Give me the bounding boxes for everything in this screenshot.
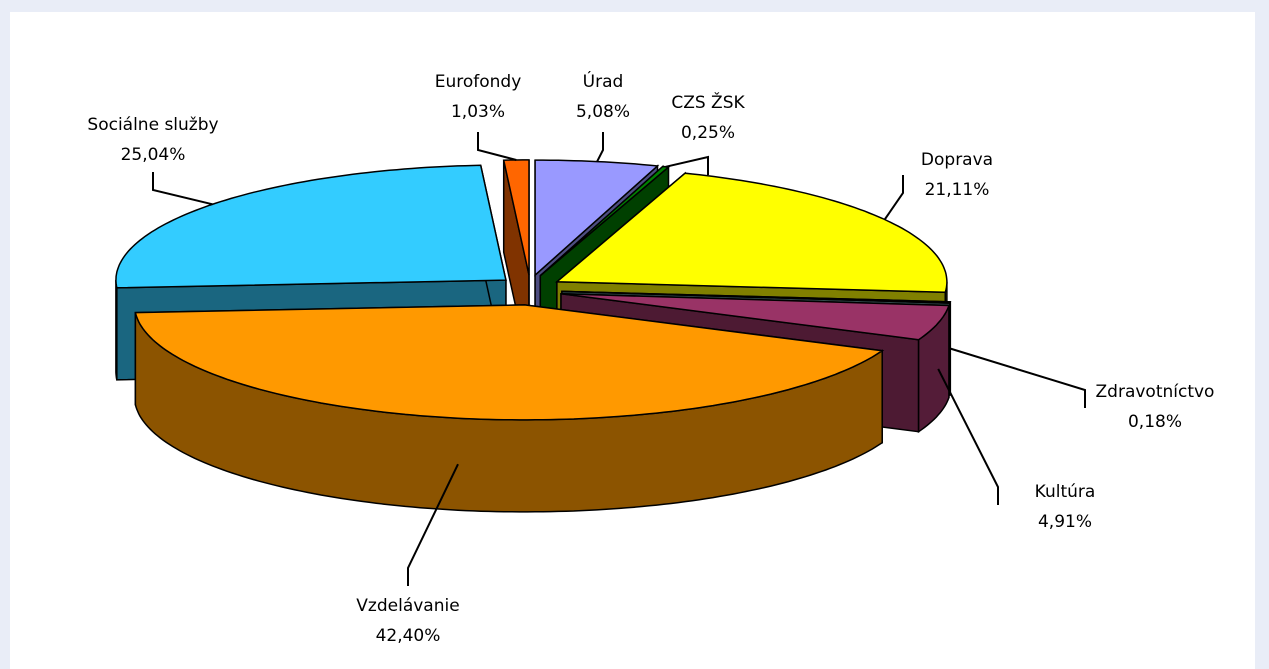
- leader-line: [883, 175, 904, 221]
- leader-line: [937, 368, 999, 505]
- slice-label: Eurofondy: [435, 72, 522, 92]
- slice-label: Úrad: [583, 70, 624, 92]
- slice: [561, 290, 952, 304]
- slice-side: [115, 280, 118, 380]
- value-label: 25,04%: [121, 145, 186, 165]
- leader-line: [665, 155, 709, 175]
- slice: [554, 172, 948, 293]
- leader-line: [477, 132, 517, 161]
- slice-label: Vzdelávanie: [356, 596, 459, 616]
- slice-label: CZS ŽSK: [671, 91, 745, 113]
- slice-label: Kultúra: [1035, 482, 1096, 502]
- leader-line: [407, 463, 459, 586]
- value-label: 1,03%: [451, 102, 505, 122]
- value-label: 4,91%: [1038, 512, 1092, 532]
- slice-label: Zdravotníctvo: [1096, 382, 1215, 402]
- slice-label: Doprava: [921, 150, 993, 170]
- value-label: 0,18%: [1128, 412, 1182, 432]
- value-label: 42,40%: [376, 626, 441, 646]
- slice: [134, 304, 885, 421]
- leader-line: [596, 132, 604, 163]
- value-label: 5,08%: [576, 102, 630, 122]
- value-label: 0,25%: [681, 123, 735, 143]
- slice: [560, 293, 950, 341]
- slice-label: Sociálne služby: [87, 115, 218, 135]
- leader-line: [152, 172, 213, 206]
- value-label: 21,11%: [925, 180, 990, 200]
- leader-line: [949, 347, 1086, 408]
